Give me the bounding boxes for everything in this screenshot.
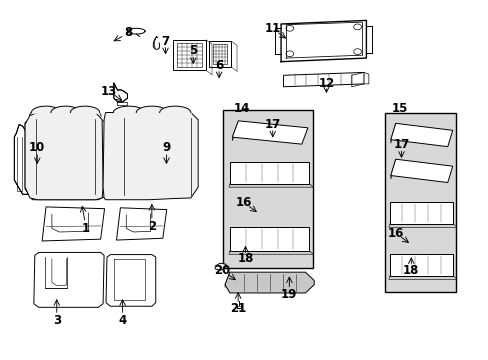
Polygon shape bbox=[228, 184, 313, 187]
Polygon shape bbox=[388, 276, 456, 279]
Polygon shape bbox=[390, 159, 452, 183]
Polygon shape bbox=[106, 255, 156, 306]
Text: 3: 3 bbox=[53, 314, 61, 327]
Polygon shape bbox=[389, 254, 452, 276]
Polygon shape bbox=[229, 227, 309, 251]
Polygon shape bbox=[228, 251, 313, 254]
Polygon shape bbox=[389, 202, 452, 224]
Polygon shape bbox=[384, 113, 455, 292]
Text: 12: 12 bbox=[318, 77, 334, 90]
Polygon shape bbox=[224, 272, 229, 288]
Text: 18: 18 bbox=[237, 252, 253, 265]
Polygon shape bbox=[388, 224, 456, 227]
Text: 16: 16 bbox=[386, 226, 403, 239]
Text: 17: 17 bbox=[264, 118, 280, 131]
Text: 20: 20 bbox=[214, 264, 230, 277]
Text: 19: 19 bbox=[281, 288, 297, 301]
Text: 13: 13 bbox=[101, 85, 117, 98]
Text: 14: 14 bbox=[233, 103, 250, 116]
Text: 2: 2 bbox=[147, 220, 156, 233]
Text: 4: 4 bbox=[118, 314, 126, 327]
Polygon shape bbox=[42, 207, 104, 241]
Text: 18: 18 bbox=[402, 264, 419, 277]
Text: 16: 16 bbox=[235, 196, 251, 209]
Polygon shape bbox=[103, 111, 198, 200]
Text: 9: 9 bbox=[162, 141, 170, 154]
Polygon shape bbox=[390, 123, 395, 143]
Text: 17: 17 bbox=[392, 138, 409, 151]
Polygon shape bbox=[114, 83, 127, 102]
Polygon shape bbox=[116, 208, 166, 240]
Text: 10: 10 bbox=[29, 141, 45, 154]
Text: 1: 1 bbox=[82, 222, 90, 235]
Text: 8: 8 bbox=[124, 27, 132, 40]
Text: 21: 21 bbox=[229, 302, 246, 315]
Polygon shape bbox=[229, 162, 309, 184]
Polygon shape bbox=[390, 159, 395, 179]
Text: 5: 5 bbox=[189, 44, 197, 57]
Polygon shape bbox=[224, 272, 314, 293]
Text: 15: 15 bbox=[390, 103, 407, 116]
Polygon shape bbox=[34, 252, 104, 307]
Polygon shape bbox=[215, 263, 225, 270]
Polygon shape bbox=[390, 123, 452, 147]
Text: 7: 7 bbox=[161, 35, 169, 48]
Polygon shape bbox=[14, 125, 27, 194]
Text: 11: 11 bbox=[264, 22, 280, 35]
Polygon shape bbox=[232, 121, 307, 144]
Text: 6: 6 bbox=[215, 59, 223, 72]
Polygon shape bbox=[222, 110, 312, 268]
Polygon shape bbox=[25, 113, 103, 200]
Polygon shape bbox=[232, 121, 238, 141]
